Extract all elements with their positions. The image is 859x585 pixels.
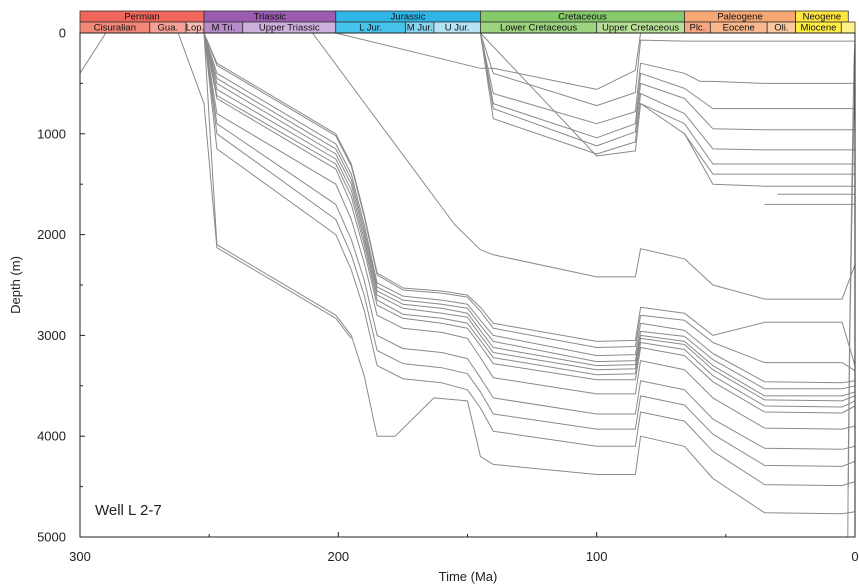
well-label: Well L 2-7 bbox=[95, 502, 162, 519]
burial-curve-16 bbox=[170, 33, 855, 384]
burial-curve-17 bbox=[170, 33, 855, 390]
epoch-label: M Jur. bbox=[407, 23, 433, 34]
y-tick-label: 4000 bbox=[37, 429, 66, 444]
y-axis: 0 1000 2000 3000 4000 5000 bbox=[37, 26, 85, 545]
y-tick-label: 0 bbox=[59, 26, 66, 41]
period-label: Permian bbox=[124, 12, 159, 23]
burial-curve-29 bbox=[847, 63, 855, 487]
epoch-label: Eocene bbox=[723, 23, 755, 34]
burial-curve-7 bbox=[479, 33, 855, 155]
stratigraphic-timescale: Permian Triassic Jurassic Cretaceous Paleoge… bbox=[79, 10, 856, 34]
burial-curve-2 bbox=[335, 33, 855, 90]
burial-curve-5 bbox=[479, 33, 855, 139]
y-tick-label: 3000 bbox=[37, 328, 66, 343]
epoch-label: Lop. bbox=[186, 23, 205, 34]
burial-curve-14 bbox=[170, 33, 855, 366]
x-tick-label: 100 bbox=[586, 549, 608, 564]
epoch-label: Upper Cretaceous bbox=[602, 23, 679, 34]
x-axis: 300 200 100 0 bbox=[69, 532, 859, 564]
burial-curve-9 bbox=[640, 103, 855, 175]
burial-curve-3 bbox=[479, 33, 855, 107]
x-tick-label: 200 bbox=[327, 549, 349, 564]
epoch-label: Lower Cretaceous bbox=[500, 23, 577, 34]
burial-curve-26 bbox=[170, 33, 855, 515]
burial-curve-20 bbox=[170, 33, 855, 408]
epoch-label: Cisuralian bbox=[94, 23, 136, 34]
y-axis-title: Depth (m) bbox=[8, 256, 23, 314]
epoch-label: Miocene bbox=[800, 23, 836, 34]
period-label: Triassic bbox=[254, 12, 287, 23]
period-label: Cretaceous bbox=[558, 12, 607, 23]
burial-curve-15 bbox=[170, 33, 855, 372]
burial-curve-10 bbox=[684, 133, 855, 187]
burial-curve-25 bbox=[170, 33, 855, 487]
epoch-band-blank bbox=[840, 21, 856, 34]
epoch-label: Upper Triassic bbox=[259, 23, 320, 34]
burial-curve-19 bbox=[170, 33, 855, 402]
x-tick-label: 300 bbox=[69, 549, 91, 564]
burial-curves bbox=[80, 33, 855, 537]
burial-curve-27 bbox=[177, 33, 352, 339]
y-tick-label: 1000 bbox=[37, 126, 66, 141]
burial-curve-13 bbox=[312, 33, 855, 300]
x-axis-title: Time (Ma) bbox=[439, 569, 498, 584]
burial-curve-1 bbox=[80, 33, 855, 74]
burial-curve-6 bbox=[479, 33, 855, 147]
burial-curve-24 bbox=[170, 33, 855, 467]
period-label: Jurassic bbox=[391, 12, 426, 23]
epoch-label: Oli. bbox=[774, 23, 788, 34]
burial-curve-21 bbox=[170, 33, 855, 414]
epoch-label: U Jur. bbox=[445, 23, 470, 34]
burial-curve-4 bbox=[479, 33, 855, 125]
burial-curve-22 bbox=[170, 33, 855, 430]
epoch-label: L Jur. bbox=[359, 23, 382, 34]
burial-curve-8 bbox=[480, 33, 855, 165]
burial-curve-18 bbox=[170, 33, 855, 397]
period-label: Neogene bbox=[803, 12, 842, 23]
epoch-label: Gua. bbox=[158, 23, 179, 34]
burial-curve-23 bbox=[170, 33, 855, 450]
epoch-label: Plc. bbox=[689, 23, 705, 34]
y-tick-label: 2000 bbox=[37, 227, 66, 242]
x-tick-label: 0 bbox=[851, 549, 858, 564]
period-label: Paleogene bbox=[717, 12, 762, 23]
epoch-label: M Tri. bbox=[212, 23, 236, 34]
y-tick-label: 5000 bbox=[37, 530, 66, 545]
